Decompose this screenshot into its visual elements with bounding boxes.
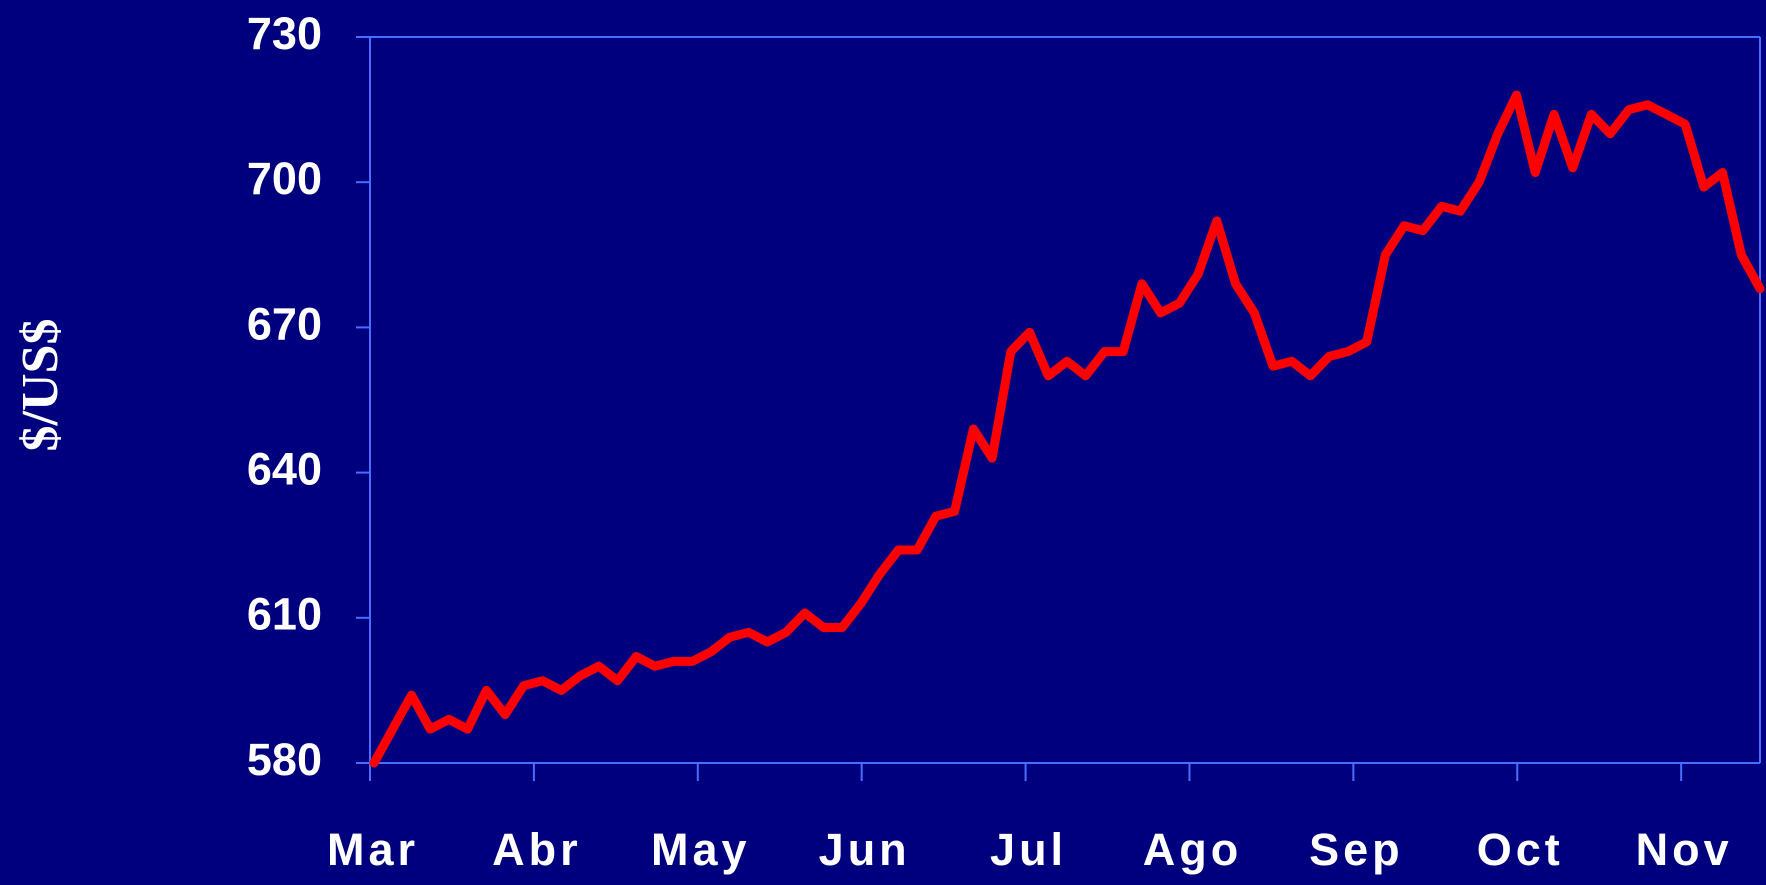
y-tick-label: 670 [247, 298, 322, 349]
x-tick-label: Jun [819, 824, 911, 875]
x-tick-label: May [651, 824, 751, 875]
y-axis-title: $/US$ [12, 319, 69, 452]
price-line [369, 90, 1765, 768]
x-tick-label: Sep [1309, 824, 1404, 875]
y-tick-label: 700 [247, 153, 322, 204]
x-tick-label: Abr [492, 824, 582, 875]
x-tick-label: Ago [1143, 824, 1242, 875]
y-tick-label: 730 [247, 8, 322, 59]
x-tick-label: Nov [1636, 824, 1733, 875]
x-tick-label: Mar [327, 824, 419, 875]
y-tick-label: 610 [247, 589, 322, 640]
y-tick-label: 640 [247, 443, 322, 494]
x-tick-label: Jul [990, 824, 1067, 875]
x-tick-label: Oct [1477, 824, 1564, 875]
y-tick-label: 580 [247, 734, 322, 785]
